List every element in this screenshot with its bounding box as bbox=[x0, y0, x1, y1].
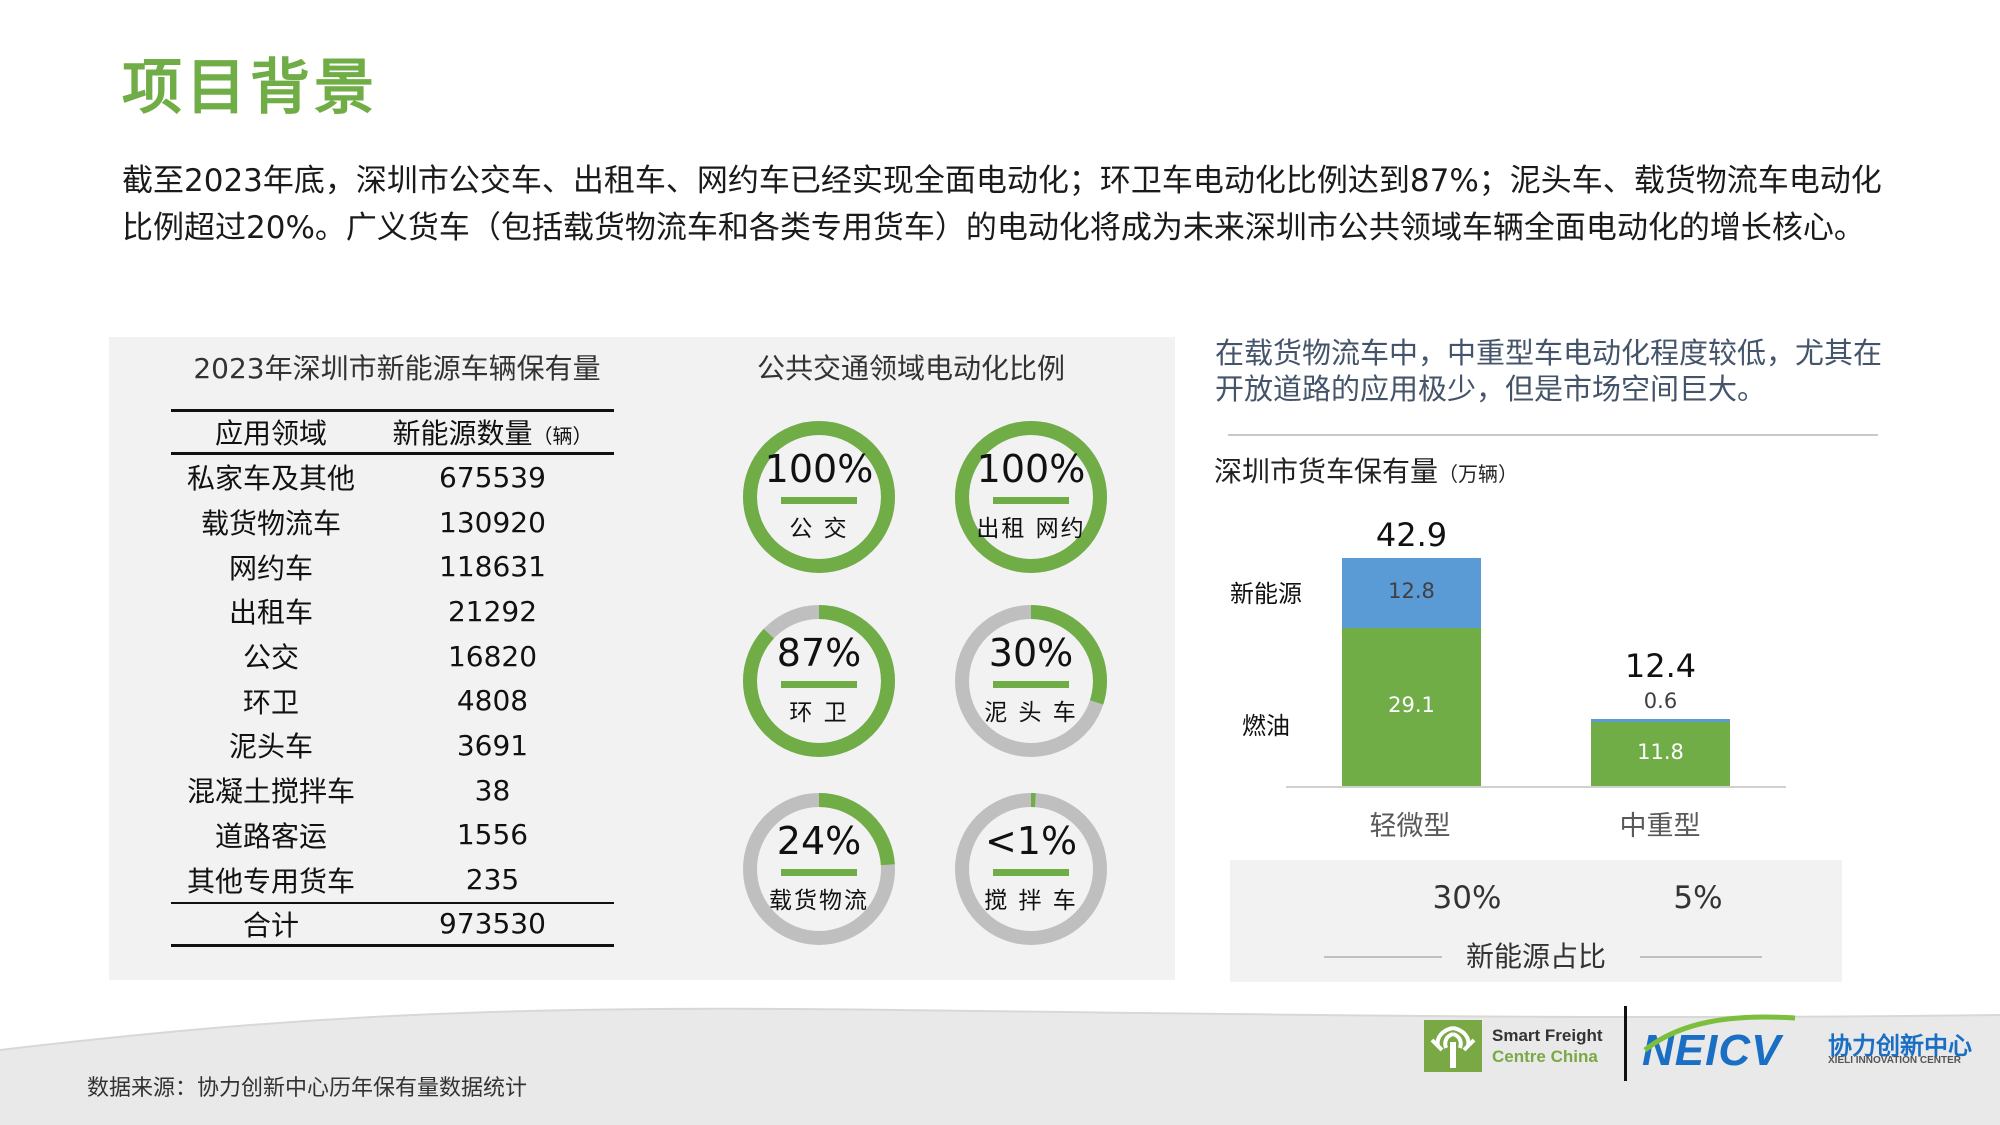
legend-nev: 新能源 bbox=[1230, 580, 1302, 608]
bar-total-label: 42.9 bbox=[1375, 516, 1448, 555]
data-source-note: 数据来源：协力创新中心历年保有量数据统计 bbox=[87, 1076, 528, 1101]
donut-section-title: 公共交通领域电动化比例 bbox=[756, 352, 1065, 385]
donut-bus: 100% 公 交 bbox=[741, 419, 897, 575]
donut-sanitation: 87% 环 卫 bbox=[741, 603, 897, 759]
table-row: 网约车 118631 bbox=[228, 550, 546, 585]
table-row: 私家车及其他 675539 bbox=[186, 460, 546, 496]
bar-value-fuel: 11.8 bbox=[1637, 739, 1684, 764]
left-panel: 2023年深圳市新能源车辆保有量 应用领域 新能源数量（辆） 私家车及其他 675… bbox=[109, 337, 1175, 980]
table-total-row: 合计 973530 bbox=[171, 901, 614, 947]
bar-segment bbox=[1342, 558, 1481, 628]
table-row: 道路客运 1556 bbox=[214, 818, 529, 853]
chart-title: 深圳市货车保有量（万辆） bbox=[1214, 455, 1519, 488]
bar-segment bbox=[1591, 721, 1730, 786]
table-row: 出租车 21292 bbox=[228, 594, 538, 630]
donut-logistics: 24% 载货物流 bbox=[741, 791, 897, 947]
table-row: 公交 16820 bbox=[242, 639, 538, 675]
donut-mixer: <1% 搅 拌 车 bbox=[953, 791, 1109, 947]
donut-ring-icon bbox=[743, 605, 895, 757]
page-title: 项目背景 bbox=[122, 53, 378, 123]
category-label-heavy: 中重型 bbox=[1619, 811, 1701, 842]
nev-table: 应用领域 新能源数量（辆） 私家车及其他 675539 载货物流车 130920 网… bbox=[171, 409, 614, 947]
donut-ring-icon bbox=[955, 421, 1107, 573]
footer-wave bbox=[0, 1007, 2000, 1125]
divider bbox=[1228, 434, 1878, 436]
intro-paragraph: 截至2023年底，深圳市公交车、出租车、网约车已经实现全面电动化；环卫车电动化比… bbox=[122, 163, 1882, 246]
donut-ring-icon bbox=[743, 421, 895, 573]
table-row: 其他专用货车 235 bbox=[186, 863, 520, 898]
logo-xieli-cn: 协力创新中心 bbox=[1828, 1032, 1972, 1060]
logo-sfc-line1: Smart Freight bbox=[1492, 1026, 1603, 1045]
header-count: 新能源数量（辆） bbox=[392, 417, 593, 450]
x-axis-line bbox=[1286, 786, 1786, 788]
table-row: 环卫 4808 bbox=[242, 684, 529, 719]
table-row: 混凝土搅拌车 38 bbox=[186, 773, 511, 809]
bar-segment bbox=[1591, 718, 1730, 722]
right-note: 在载货物流车中，中重型车电动化程度较低，尤其在开放道路的应用极少，但是市场空间巨… bbox=[1215, 336, 1883, 406]
bar-value-fuel: 29.1 bbox=[1388, 692, 1435, 717]
nev-share-box: 30% 5% 新能源占比 bbox=[1230, 860, 1842, 982]
swoosh-icon bbox=[1643, 1014, 1796, 1052]
table-title: 2023年深圳市新能源车辆保有量 bbox=[193, 352, 601, 385]
logo-sfc-line2: Centre China bbox=[1492, 1047, 1598, 1066]
category-label-light: 轻微型 bbox=[1369, 811, 1451, 842]
share-label: 新能源占比 bbox=[1465, 940, 1606, 973]
bar-total-label: 12.4 bbox=[1624, 646, 1697, 685]
tree-logo-icon bbox=[1424, 1020, 1482, 1072]
legend-fuel: 燃油 bbox=[1242, 712, 1290, 740]
table-header: 应用领域 新能源数量（辆） bbox=[171, 409, 614, 455]
donut-ring-icon bbox=[955, 605, 1107, 757]
share-rule-left bbox=[1324, 956, 1442, 958]
donut-ring-icon bbox=[955, 793, 1107, 945]
bar-value-nev: 0.6 bbox=[1643, 688, 1678, 713]
share-heavy: 5% bbox=[1673, 880, 1723, 916]
donut-taxi: 100% 出租 网约 bbox=[953, 419, 1109, 575]
logo-separator bbox=[1624, 1006, 1627, 1081]
table-row: 载货物流车 130920 bbox=[200, 505, 546, 541]
share-light: 30% bbox=[1432, 880, 1502, 916]
logo-xieli-en: XIELI INNOVATION CENTER bbox=[1828, 1055, 1961, 1066]
donut-ring-icon bbox=[743, 793, 895, 945]
share-rule-right bbox=[1640, 956, 1762, 958]
table-row: 泥头车 3691 bbox=[228, 728, 529, 764]
header-field: 应用领域 bbox=[214, 417, 327, 450]
donut-muck-truck: 30% 泥 头 车 bbox=[953, 603, 1109, 759]
bar-segment bbox=[1342, 627, 1481, 786]
bar-value-nev: 12.8 bbox=[1388, 579, 1435, 604]
